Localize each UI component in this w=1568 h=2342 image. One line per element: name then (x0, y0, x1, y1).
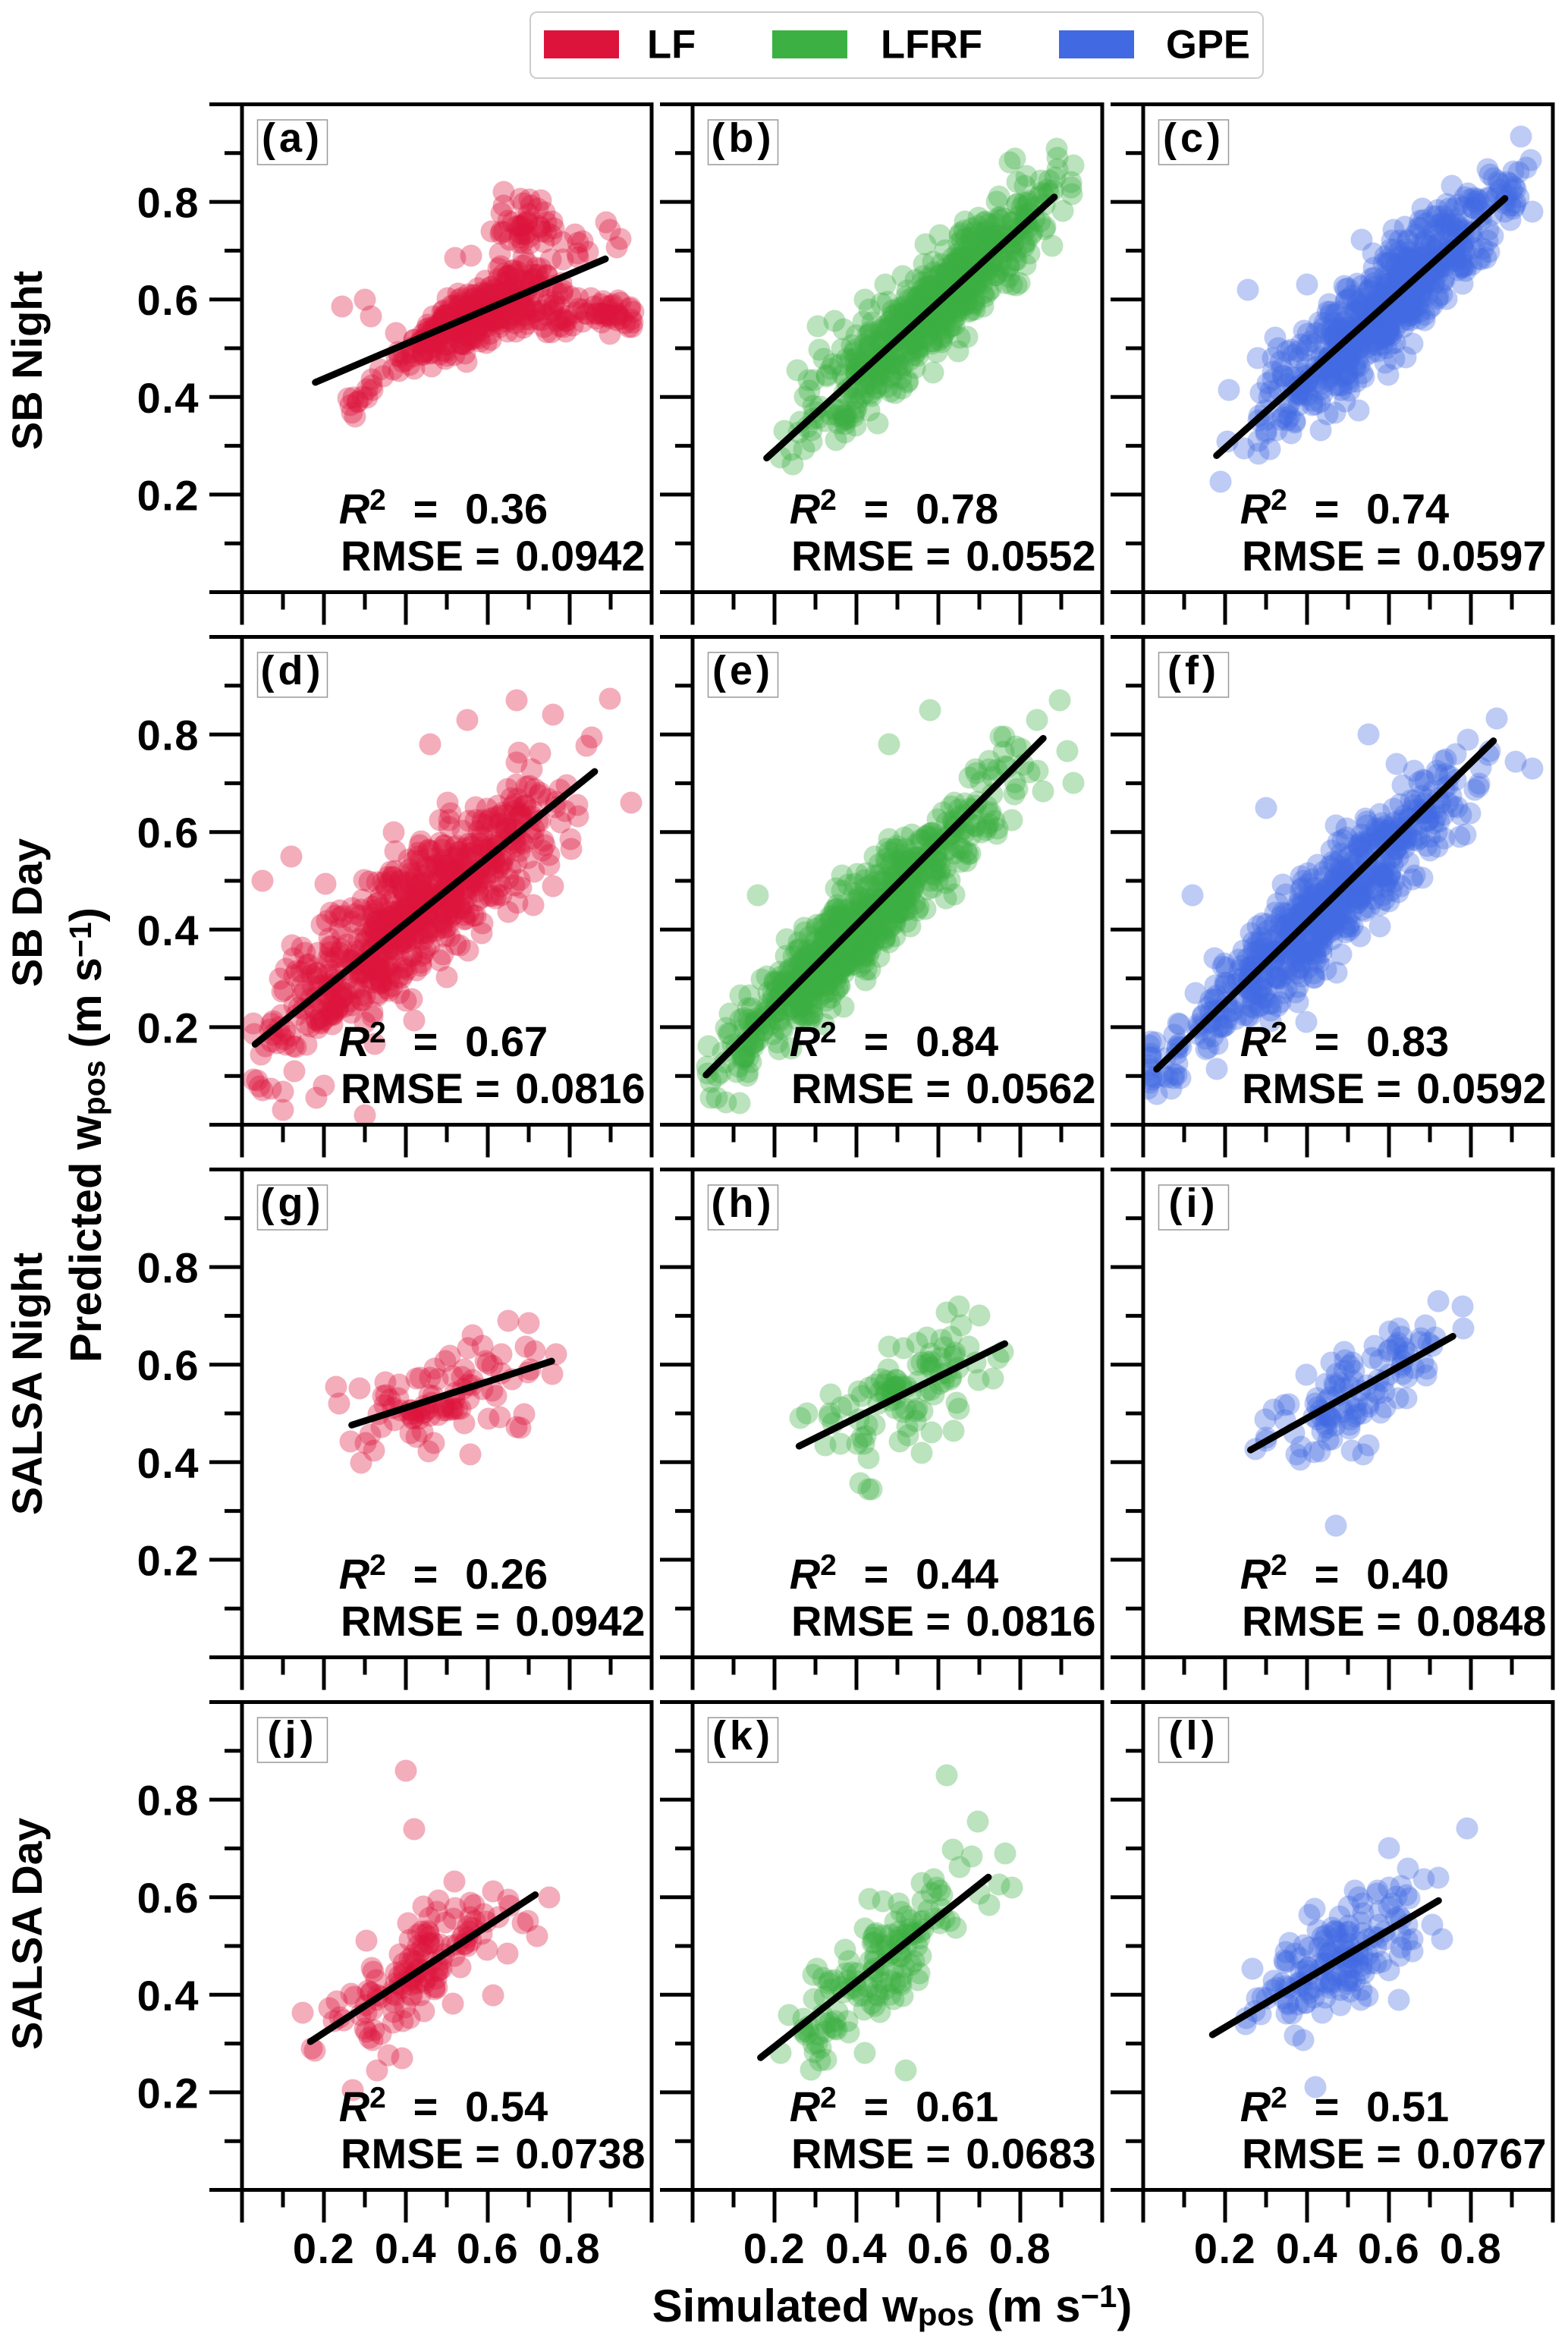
svg-text:0.8: 0.8 (989, 2224, 1051, 2272)
svg-text:0.4: 0.4 (375, 2224, 437, 2272)
svg-text:R2 = 0.78: R2 = 0.78 (790, 484, 998, 533)
svg-text:0.2: 0.2 (743, 2224, 806, 2272)
svg-text:R2 = 0.83: R2 = 0.83 (1240, 1017, 1449, 1065)
svg-text:0.4: 0.4 (1276, 2224, 1338, 2272)
svg-text:RMSE = 0.0767: RMSE = 0.0767 (1242, 2130, 1547, 2177)
svg-text:RMSE = 0.0552: RMSE = 0.0552 (791, 532, 1096, 580)
svg-text:(b): (b) (712, 115, 775, 161)
svg-text:(f): (f) (1167, 648, 1220, 693)
svg-text:0.8: 0.8 (137, 1244, 200, 1292)
svg-text:RMSE = 0.0683: RMSE = 0.0683 (791, 2130, 1096, 2177)
svg-text:R2 = 0.84: R2 = 0.84 (790, 1017, 998, 1065)
svg-text:0.2: 0.2 (1194, 2224, 1256, 2272)
svg-text:0.4: 0.4 (137, 1972, 200, 2020)
svg-text:0.2: 0.2 (137, 1536, 200, 1584)
svg-text:SALSA Night: SALSA Night (3, 1253, 51, 1515)
svg-text:(c): (c) (1163, 115, 1224, 161)
svg-text:(h): (h) (712, 1180, 775, 1226)
svg-text:R2 = 0.26: R2 = 0.26 (339, 1549, 548, 1598)
svg-text:R2 = 0.40: R2 = 0.40 (1240, 1549, 1449, 1598)
svg-text:SALSA Day: SALSA Day (3, 1818, 51, 2050)
svg-text:(k): (k) (712, 1713, 774, 1759)
svg-text:(e): (e) (712, 648, 774, 693)
svg-text:RMSE = 0.0562: RMSE = 0.0562 (791, 1064, 1096, 1112)
svg-text:R2 = 0.44: R2 = 0.44 (790, 1549, 998, 1598)
svg-text:0.6: 0.6 (137, 276, 200, 324)
svg-text:0.2: 0.2 (293, 2224, 355, 2272)
svg-text:(g): (g) (261, 1180, 325, 1226)
svg-text:R2 = 0.61: R2 = 0.61 (790, 2082, 998, 2130)
svg-text:R2 = 0.74: R2 = 0.74 (1240, 484, 1449, 533)
svg-text:0.6: 0.6 (137, 1341, 200, 1389)
svg-text:0.8: 0.8 (137, 179, 200, 227)
svg-text:Predicted wpos (m s−1): Predicted wpos (m s−1) (61, 907, 112, 1363)
svg-text:GPE: GPE (1166, 23, 1250, 68)
svg-text:0.2: 0.2 (137, 471, 200, 519)
svg-text:0.6: 0.6 (1358, 2224, 1420, 2272)
svg-text:SB Night: SB Night (3, 271, 51, 450)
svg-text:(d): (d) (261, 648, 325, 693)
svg-text:RMSE = 0.0592: RMSE = 0.0592 (1242, 1064, 1547, 1112)
svg-text:0.8: 0.8 (137, 712, 200, 759)
svg-text:0.4: 0.4 (137, 374, 200, 422)
svg-text:SB Day: SB Day (3, 838, 51, 987)
svg-text:0.8: 0.8 (1440, 2224, 1502, 2272)
svg-text:Simulated wpos (m s−1): Simulated wpos (m s−1) (652, 2278, 1133, 2332)
svg-text:0.2: 0.2 (137, 2069, 200, 2117)
svg-text:0.4: 0.4 (137, 907, 200, 954)
svg-text:0.6: 0.6 (137, 809, 200, 857)
svg-text:LF: LF (647, 23, 696, 68)
svg-text:RMSE = 0.0942: RMSE = 0.0942 (341, 532, 646, 580)
svg-text:RMSE = 0.0738: RMSE = 0.0738 (341, 2130, 646, 2177)
svg-text:(a): (a) (262, 115, 323, 161)
svg-text:0.2: 0.2 (137, 1004, 200, 1052)
svg-text:RMSE = 0.0942: RMSE = 0.0942 (341, 1597, 646, 1645)
svg-text:0.4: 0.4 (825, 2224, 888, 2272)
svg-text:R2 = 0.67: R2 = 0.67 (339, 1017, 548, 1065)
svg-text:R2 = 0.36: R2 = 0.36 (339, 484, 548, 533)
svg-text:0.4: 0.4 (137, 1439, 200, 1487)
svg-text:(i): (i) (1169, 1180, 1219, 1226)
svg-text:(l): (l) (1169, 1713, 1219, 1759)
svg-text:LFRF: LFRF (881, 23, 982, 68)
svg-text:RMSE = 0.0816: RMSE = 0.0816 (341, 1064, 646, 1112)
svg-text:R2 = 0.54: R2 = 0.54 (339, 2082, 548, 2130)
svg-text:RMSE = 0.0816: RMSE = 0.0816 (791, 1597, 1096, 1645)
svg-text:(j): (j) (268, 1713, 318, 1759)
svg-text:0.8: 0.8 (539, 2224, 601, 2272)
svg-text:0.6: 0.6 (457, 2224, 519, 2272)
svg-text:RMSE = 0.0597: RMSE = 0.0597 (1242, 532, 1547, 580)
svg-text:0.6: 0.6 (137, 1874, 200, 1922)
svg-text:R2 = 0.51: R2 = 0.51 (1240, 2082, 1449, 2130)
svg-text:0.8: 0.8 (137, 1777, 200, 1825)
svg-text:0.6: 0.6 (907, 2224, 969, 2272)
svg-text:RMSE = 0.0848: RMSE = 0.0848 (1242, 1597, 1547, 1645)
